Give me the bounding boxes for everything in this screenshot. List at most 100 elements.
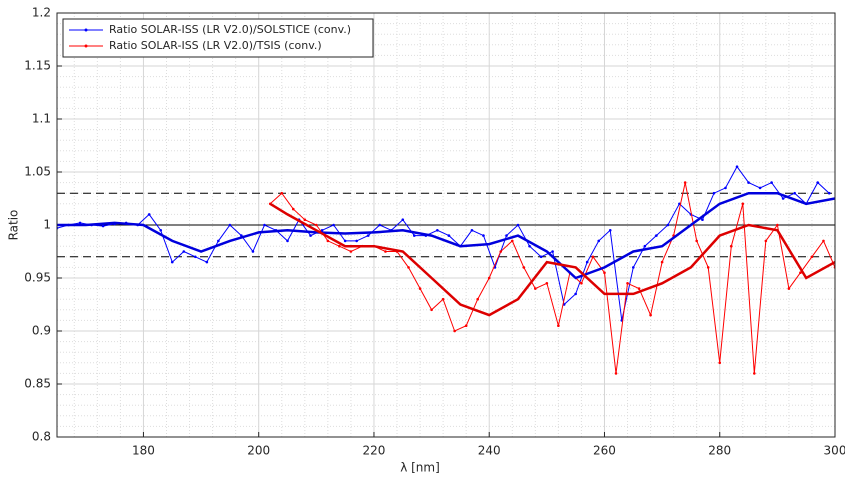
data-point xyxy=(487,276,491,280)
y-tick-label: 0.8 xyxy=(32,430,51,444)
y-tick-label: 0.85 xyxy=(24,377,51,391)
data-point xyxy=(574,292,577,296)
series-line xyxy=(269,202,835,317)
data-point xyxy=(787,287,791,290)
data-point xyxy=(418,287,422,290)
data-point xyxy=(776,223,779,227)
data-point xyxy=(147,213,151,216)
data-point xyxy=(534,287,537,290)
data-point xyxy=(580,282,583,285)
data-point xyxy=(159,229,163,232)
data-point xyxy=(557,324,560,328)
data-point xyxy=(545,282,549,285)
data-point xyxy=(822,239,825,243)
data-point xyxy=(660,260,664,264)
data-point xyxy=(280,191,284,195)
data-point xyxy=(666,223,670,227)
data-point xyxy=(384,250,387,253)
data-point xyxy=(539,255,543,259)
data-point xyxy=(315,223,318,227)
data-point xyxy=(263,223,266,227)
data-point xyxy=(291,207,295,211)
data-point xyxy=(464,324,468,328)
y-tick-label: 1 xyxy=(43,218,51,232)
data-point xyxy=(343,239,347,243)
data-point xyxy=(441,297,445,301)
x-tick-label: 240 xyxy=(478,444,501,458)
data-point xyxy=(637,287,641,290)
data-point xyxy=(355,239,358,243)
data-point xyxy=(585,260,589,264)
data-point xyxy=(320,229,324,232)
data-point xyxy=(655,234,658,237)
data-point xyxy=(303,218,307,221)
data-point xyxy=(326,239,330,243)
data-point xyxy=(591,255,595,259)
legend-marker xyxy=(84,28,88,32)
data-point xyxy=(695,239,698,243)
data-point xyxy=(683,181,687,184)
y-tick-label: 0.95 xyxy=(24,271,51,285)
data-point xyxy=(816,181,820,184)
data-point xyxy=(453,329,456,333)
data-point xyxy=(505,234,508,237)
series-line xyxy=(57,191,835,280)
data-point xyxy=(764,239,768,243)
data-point xyxy=(436,229,439,232)
data-point xyxy=(170,260,174,264)
data-point xyxy=(407,266,410,269)
data-point xyxy=(430,308,433,312)
data-point xyxy=(643,244,647,248)
y-tick-label: 1.05 xyxy=(24,165,51,179)
data-point xyxy=(608,229,612,232)
y-axis-label: Ratio xyxy=(7,210,21,241)
data-point xyxy=(413,234,416,237)
data-point xyxy=(401,218,405,221)
data-point xyxy=(366,234,370,237)
data-point xyxy=(753,372,756,375)
y-tick-label: 1.1 xyxy=(32,112,51,126)
data-point xyxy=(603,271,606,275)
data-point xyxy=(735,165,739,168)
data-point xyxy=(614,372,618,375)
data-point xyxy=(827,191,831,195)
data-point xyxy=(499,250,503,253)
data-point xyxy=(470,229,474,232)
legend-label: Ratio SOLAR-ISS (LR V2.0)/TSIS (conv.) xyxy=(109,39,322,52)
data-point xyxy=(706,266,710,269)
x-tick-label: 200 xyxy=(247,444,270,458)
data-point xyxy=(770,181,773,184)
axes-box xyxy=(56,12,836,438)
data-point xyxy=(729,244,733,248)
data-point xyxy=(286,239,289,243)
data-point xyxy=(718,361,722,365)
x-tick-label: 220 xyxy=(363,444,386,458)
data-point xyxy=(476,297,479,301)
data-point xyxy=(626,282,629,285)
x-tick-label: 280 xyxy=(708,444,731,458)
data-point xyxy=(810,255,814,259)
data-point xyxy=(349,250,353,253)
data-point xyxy=(251,250,255,253)
data-point xyxy=(78,221,82,225)
data-point xyxy=(758,186,762,190)
data-point xyxy=(101,224,105,228)
data-point xyxy=(338,244,341,248)
y-tick-label: 0.9 xyxy=(32,324,51,338)
data-point xyxy=(631,266,635,269)
data-point xyxy=(182,250,186,253)
data-point xyxy=(701,218,704,221)
data-point xyxy=(217,239,220,243)
data-point xyxy=(447,234,451,237)
x-tick-label: 300 xyxy=(824,444,845,458)
data-point xyxy=(747,181,750,184)
legend-label: Ratio SOLAR-ISS (LR V2.0)/SOLSTICE (conv… xyxy=(109,23,351,36)
data-point xyxy=(516,223,520,227)
legend-box xyxy=(62,18,374,58)
data-point xyxy=(309,234,312,237)
data-point xyxy=(228,223,232,227)
data-point xyxy=(528,244,531,248)
data-point xyxy=(793,191,796,195)
x-tick-label: 180 xyxy=(132,444,155,458)
